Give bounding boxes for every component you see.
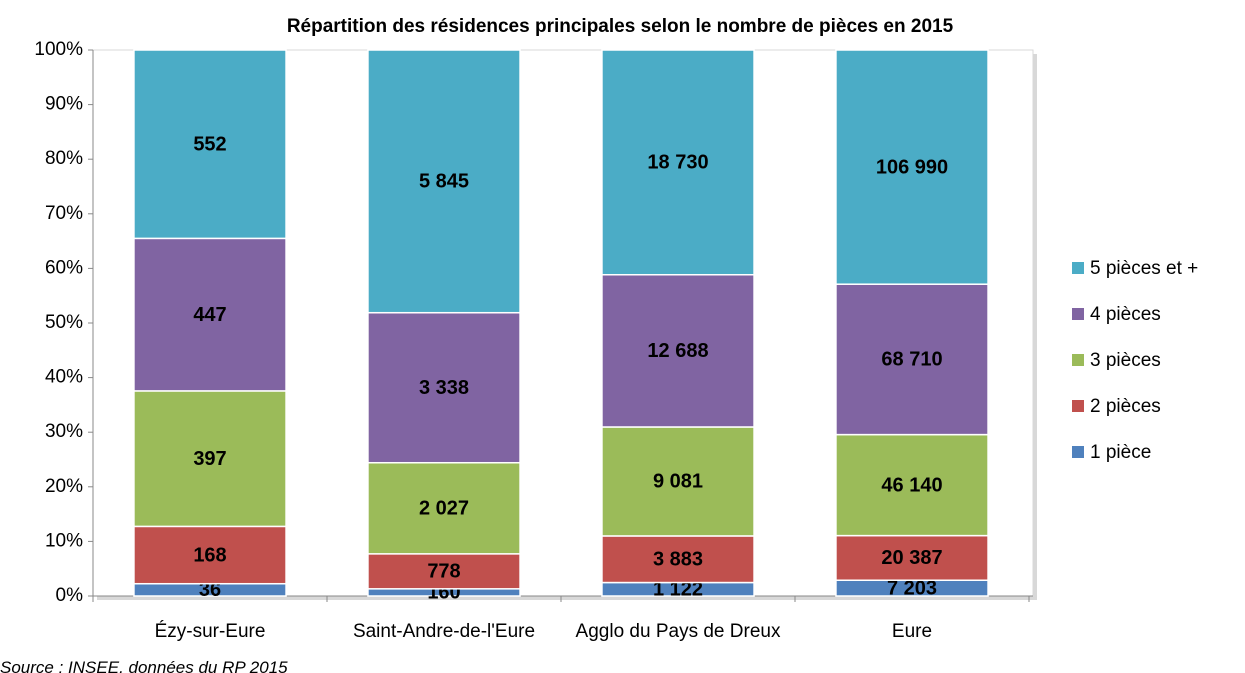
- bar-segment: [367, 461, 521, 555]
- chart-title: Répartition des résidences principales s…: [287, 16, 954, 37]
- data-label: 2 027: [419, 498, 469, 520]
- source-note: Source : INSEE, données du RP 2015: [0, 658, 288, 673]
- data-label: 68 710: [881, 349, 942, 371]
- data-label: 3 883: [653, 549, 703, 571]
- y-tick-label: 60%: [45, 257, 83, 278]
- y-tick-label: 80%: [45, 148, 83, 169]
- data-label: 778: [427, 561, 460, 583]
- y-tick-label: 10%: [45, 530, 83, 551]
- data-label: 5 845: [419, 171, 469, 193]
- bar-segment: [133, 390, 287, 528]
- bar-segment: [367, 49, 521, 314]
- bar-segment: [835, 534, 989, 581]
- legend-label: 2 pièces: [1090, 396, 1161, 417]
- data-label: 36: [199, 579, 221, 601]
- legend-label: 3 pièces: [1090, 350, 1161, 371]
- y-tick-label: 90%: [45, 94, 83, 115]
- data-label: 106 990: [876, 156, 948, 178]
- y-tick-label: 30%: [45, 421, 83, 442]
- bar-segment: [601, 49, 755, 276]
- legend-swatch: [1072, 354, 1084, 366]
- data-label: 18 730: [647, 152, 708, 174]
- bar-segment: [835, 433, 989, 537]
- data-label: 447: [193, 304, 226, 326]
- legend-swatch: [1072, 262, 1084, 274]
- legend-label: 1 pièce: [1090, 442, 1151, 463]
- bar-segment: [133, 237, 287, 392]
- data-label: 397: [193, 448, 226, 470]
- data-label: 7 203: [887, 577, 937, 599]
- data-label: 168: [193, 544, 226, 566]
- bar-segment: [601, 426, 755, 537]
- bar-segment: [835, 283, 989, 436]
- data-label: 46 140: [881, 474, 942, 496]
- bar-segment: [133, 49, 287, 240]
- legend-swatch: [1072, 446, 1084, 458]
- bar-segment: [601, 535, 755, 584]
- x-tick-label: Ézy-sur-Eure: [154, 621, 266, 642]
- data-label: 552: [193, 133, 226, 155]
- x-tick-label: Agglo du Pays de Dreux: [575, 621, 781, 642]
- bar-segment: [367, 311, 521, 464]
- y-tick-label: 70%: [45, 203, 83, 224]
- bar-segment: [367, 553, 521, 590]
- legend-label: 5 pièces et +: [1090, 258, 1198, 279]
- legend-label: 4 pièces: [1090, 304, 1161, 325]
- y-tick-label: 0%: [56, 585, 84, 606]
- legend-swatch: [1072, 400, 1084, 412]
- y-tick-label: 40%: [45, 367, 83, 388]
- bar-segment: [601, 273, 755, 428]
- bar-segment: [835, 49, 989, 285]
- bar-segment: [133, 525, 287, 585]
- legend-swatch: [1072, 308, 1084, 320]
- data-label: 3 338: [419, 377, 469, 399]
- data-label: 12 688: [647, 340, 708, 362]
- data-label: 20 387: [881, 547, 942, 569]
- y-tick-label: 50%: [45, 312, 83, 333]
- data-label: 1 122: [653, 579, 703, 601]
- y-tick-label: 100%: [34, 39, 83, 60]
- x-tick-label: Eure: [891, 621, 933, 642]
- y-tick-label: 20%: [45, 476, 83, 497]
- x-tick-label: Saint-Andre-de-l'Eure: [352, 621, 536, 642]
- data-label: 9 081: [653, 471, 703, 493]
